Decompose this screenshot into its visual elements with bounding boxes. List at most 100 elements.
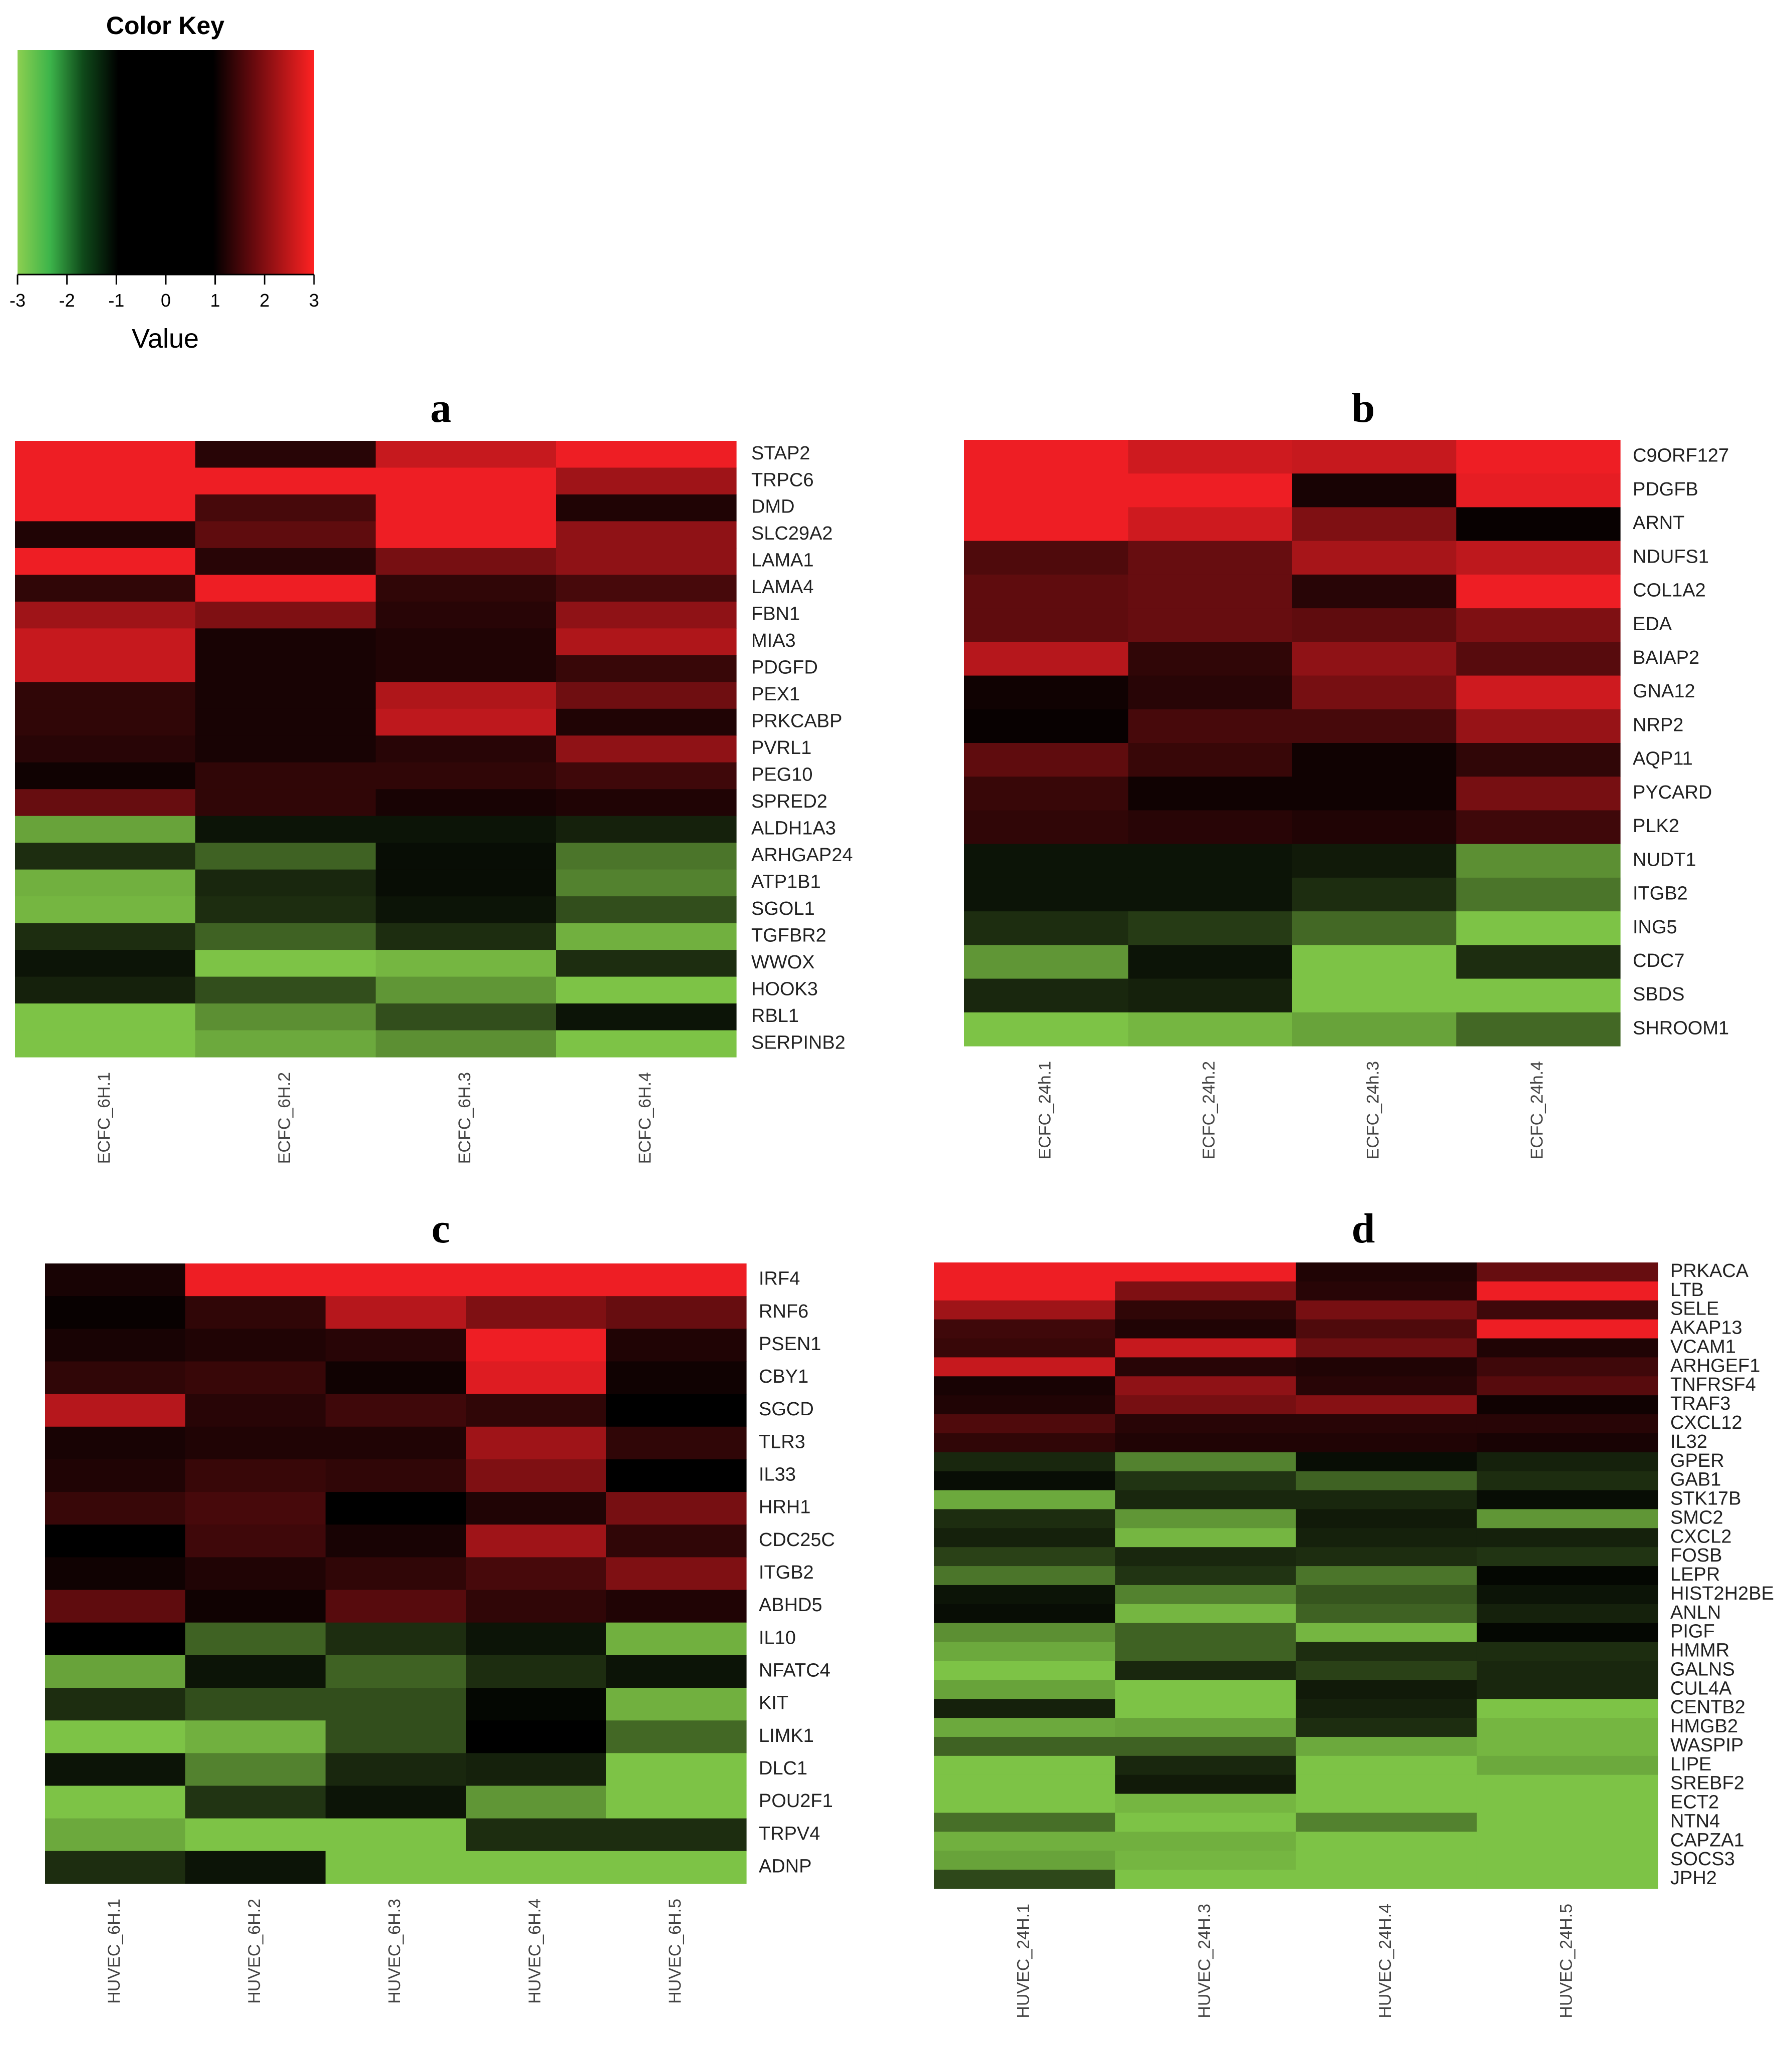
heatmap-cell: [1456, 574, 1621, 609]
gene-label: ADNP: [759, 1856, 812, 1877]
gene-label: CBY1: [759, 1366, 808, 1387]
heatmap-cell: [934, 1395, 1115, 1415]
heatmap-cell: [15, 575, 196, 602]
heatmap-cell: [934, 1452, 1115, 1472]
gene-label: PEX1: [751, 684, 800, 705]
heatmap-cell: [195, 923, 376, 950]
heatmap-cell: [1115, 1699, 1297, 1718]
gene-label: SLC29A2: [751, 523, 833, 544]
heatmap-cell: [556, 923, 737, 950]
heatmap-cell: [1128, 541, 1293, 575]
gene-label: NRP2: [1633, 714, 1683, 735]
heatmap-cell: [466, 1688, 607, 1721]
heatmap-cell: [1456, 507, 1621, 542]
heatmap-cell: [556, 628, 737, 656]
gene-label: VCAM1: [1670, 1336, 1736, 1357]
gene-label: NUDT1: [1633, 849, 1696, 870]
heatmap-cell: [934, 1281, 1115, 1301]
gene-label: PRKCABP: [751, 711, 842, 732]
heatmap-cell: [1296, 1718, 1477, 1737]
heatmap-cell: [45, 1785, 186, 1819]
heatmap-cell: [1296, 1471, 1477, 1491]
heatmap-cell: [1292, 844, 1457, 878]
heatmap-cell: [15, 601, 196, 629]
heatmap-cell: [556, 548, 737, 575]
gene-label: SMC2: [1670, 1507, 1723, 1528]
sample-label: ECFC_24h.1: [1036, 1061, 1055, 1160]
heatmap-cell: [1476, 1395, 1658, 1415]
gene-label: NTN4: [1670, 1811, 1720, 1832]
heatmap-cell: [15, 762, 196, 790]
heatmap-cell: [1456, 945, 1621, 979]
heatmap-cell: [466, 1785, 607, 1819]
gene-label: SPRED2: [751, 791, 827, 812]
heatmap-cell: [1476, 1623, 1658, 1643]
heatmap-cell: [195, 467, 376, 495]
heatmap-cell: [934, 1566, 1115, 1586]
heatmap-cell: [934, 1357, 1115, 1377]
heatmap-cell: [1296, 1262, 1477, 1282]
heatmap-cell: [1292, 507, 1457, 542]
heatmap-cell: [934, 1736, 1115, 1756]
heatmap-cell: [376, 548, 556, 575]
heatmap-cell: [1476, 1281, 1658, 1301]
heatmap-cell: [556, 521, 737, 549]
heatmap-cell: [964, 541, 1129, 575]
heatmap-cell: [1476, 1870, 1658, 1889]
heatmap-cell: [606, 1785, 747, 1819]
heatmap-cell: [1115, 1832, 1297, 1851]
heatmap-cell: [1115, 1262, 1297, 1282]
heatmap-cell: [934, 1376, 1115, 1396]
heatmap-cell: [376, 896, 556, 924]
heatmap-cell: [556, 655, 737, 682]
gene-label: PSEN1: [759, 1334, 821, 1355]
heatmap-cell: [1115, 1395, 1297, 1415]
gene-label: PLK2: [1633, 816, 1679, 837]
heatmap-cell: [15, 735, 196, 763]
gene-label: STAP2: [751, 443, 810, 464]
heatmap-cell: [15, 843, 196, 870]
heatmap-cell: [195, 682, 376, 709]
gene-label: SGCD: [759, 1399, 814, 1420]
sample-label: HUVEC_24H.1: [1014, 1904, 1033, 2018]
gene-label: ITGB2: [759, 1562, 814, 1583]
heatmap-cell: [606, 1655, 747, 1688]
heatmap-cell: [1128, 945, 1293, 979]
heatmap-cell: [934, 1699, 1115, 1718]
gene-label: SGOL1: [751, 898, 815, 919]
gene-label: HRH1: [759, 1497, 810, 1518]
heatmap-cell: [1115, 1452, 1297, 1472]
heatmap-cell: [1115, 1471, 1297, 1491]
gene-label: PDGFB: [1633, 479, 1698, 500]
gene-label: CENTB2: [1670, 1697, 1745, 1718]
heatmap-cell: [1456, 675, 1621, 710]
gene-label: PYCARD: [1633, 782, 1712, 803]
heatmap-cell: [326, 1688, 466, 1721]
heatmap-cell: [1296, 1509, 1477, 1528]
heatmap-cell: [185, 1557, 326, 1591]
heatmap-cell: [376, 843, 556, 870]
heatmap-cell: [964, 709, 1129, 743]
gene-label: ALDH1A3: [751, 818, 836, 839]
heatmap-cell: [556, 708, 737, 736]
heatmap-cell: [45, 1557, 186, 1591]
heatmap-cell: [376, 1003, 556, 1031]
gene-label: JPH2: [1670, 1868, 1717, 1889]
heatmap-cell: [1292, 541, 1457, 575]
heatmap-cell: [45, 1524, 186, 1558]
gene-label: TRPC6: [751, 469, 814, 490]
color-key-tick-label: -1: [108, 290, 124, 311]
heatmap-cell: [15, 467, 196, 495]
color-key-tick-label: 2: [259, 290, 269, 311]
heatmap-cell: [185, 1524, 326, 1558]
heatmap-cell: [1115, 1585, 1297, 1605]
heatmap-cell: [326, 1296, 466, 1329]
heatmap-cell: [964, 608, 1129, 642]
heatmap-cell: [1296, 1661, 1477, 1680]
sample-label: HUVEC_24H.5: [1557, 1904, 1576, 2018]
heatmap-cell: [1476, 1376, 1658, 1396]
heatmap-cell: [1292, 642, 1457, 676]
heatmap-cell: [1476, 1851, 1658, 1870]
heatmap-cell: [964, 743, 1129, 777]
heatmap-cell: [1456, 844, 1621, 878]
